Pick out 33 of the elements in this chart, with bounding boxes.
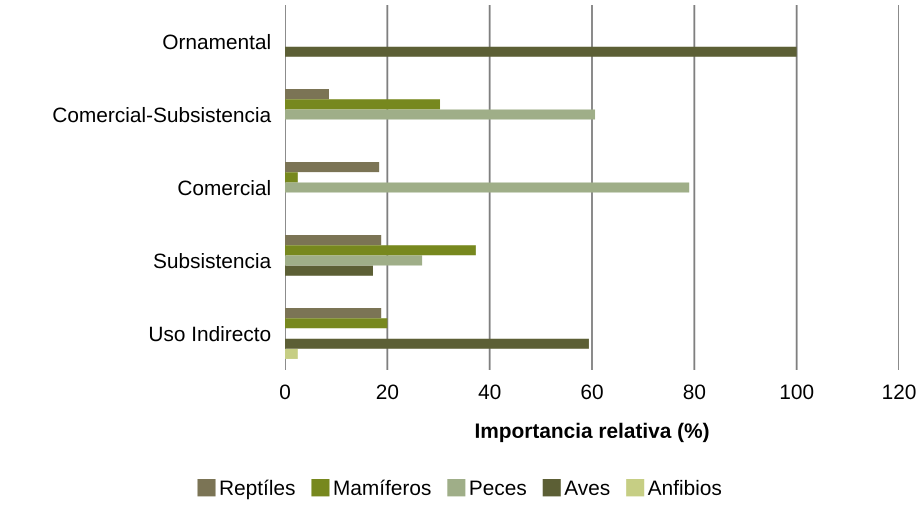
y-tick-label: Subsistencia — [154, 252, 272, 268]
bar — [285, 99, 440, 110]
bar — [285, 348, 298, 359]
bar — [285, 235, 382, 246]
bar — [285, 172, 298, 182]
x-tick-label: 60 — [581, 384, 603, 400]
bar — [285, 46, 797, 57]
bar — [285, 245, 476, 256]
x-axis-title: Importancia relativa (%) — [476, 422, 708, 442]
x-tick-label: 100 — [780, 384, 814, 400]
x-tick-label: 20 — [376, 384, 398, 400]
y-tick-label: Comercial-Subsistencia — [53, 106, 272, 122]
bar — [285, 89, 330, 100]
x-tick-label: 40 — [478, 384, 500, 400]
bar — [285, 182, 690, 193]
bar — [285, 266, 374, 276]
x-tick-label: 120 — [883, 384, 916, 400]
bar — [285, 318, 388, 328]
y-tick-label: Comercial — [178, 180, 270, 196]
bar — [285, 338, 589, 349]
legend-label: Mamíferos — [334, 480, 431, 496]
bar — [285, 308, 382, 318]
legend-label: Reptíles — [220, 480, 295, 500]
y-tick-label: Uso Indirecto — [150, 326, 270, 342]
x-tick-label: 0 — [280, 384, 290, 400]
legend-label: Aves — [564, 480, 610, 496]
y-tick-label: Ornamental — [163, 34, 270, 50]
bar — [285, 109, 596, 120]
legend-label: Peces — [470, 480, 526, 496]
bar — [285, 255, 422, 266]
bar — [285, 162, 380, 172]
x-tick-label: 80 — [684, 384, 706, 400]
legend-label: Anfibios — [648, 480, 722, 496]
